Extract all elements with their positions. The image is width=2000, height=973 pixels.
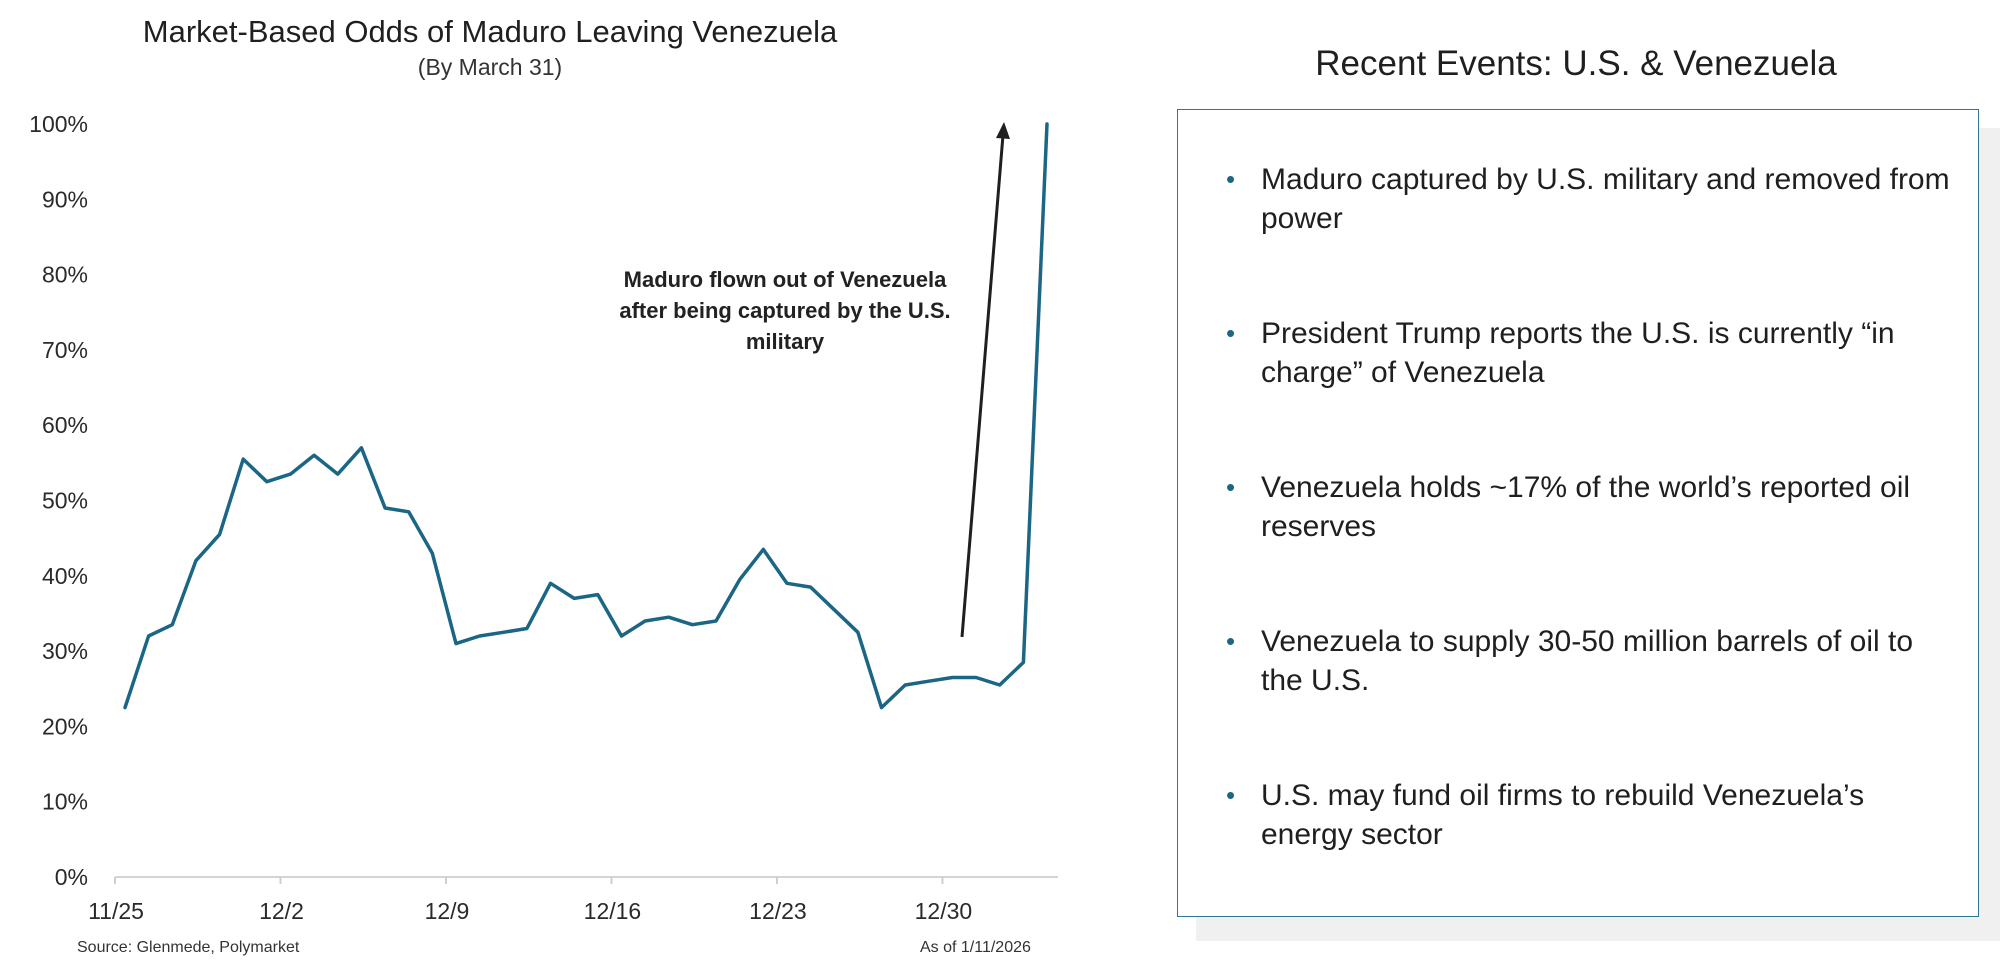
x-tick-label: 12/9: [425, 898, 470, 924]
event-text: Venezuela to supply 30-50 million barrel…: [1261, 625, 1914, 697]
annotation-arrow-line: [960, 134, 1005, 638]
event-text: Maduro captured by U.S. military and rem…: [1261, 163, 1950, 235]
source-note: Source: Glenmede, Polymarket: [77, 939, 300, 956]
bullet-icon: •: [1226, 626, 1236, 656]
x-tick-label: 12/23: [749, 898, 807, 924]
chart-subtitle: (By March 31): [417, 54, 563, 80]
event-item: • Venezuela holds ~17% of the world’s rep…: [1226, 468, 1956, 544]
event-text: Venezuela holds ~17% of the world’s repo…: [1261, 471, 1911, 543]
y-tick-label: 60%: [42, 412, 88, 438]
event-text: U.S. may fund oil firms to rebuild Venez…: [1261, 779, 1865, 851]
event-item: • Maduro captured by U.S. military and re…: [1226, 160, 1956, 236]
x-tick-label: 12/30: [915, 898, 973, 924]
events-panel: • Maduro captured by U.S. military and re…: [1177, 109, 1979, 917]
bullet-icon: •: [1226, 472, 1236, 502]
panel-title: Recent Events: U.S. & Venezuela: [1315, 44, 1837, 83]
y-tick-label: 50%: [42, 488, 88, 514]
as-of-date: As of 1/11/2026: [920, 939, 1031, 956]
y-tick-label: 90%: [42, 186, 88, 212]
bullet-icon: •: [1226, 164, 1236, 194]
x-tick-label: 11/25: [88, 898, 144, 924]
event-text: President Trump reports the U.S. is curr…: [1261, 317, 1895, 389]
y-tick-label: 0%: [55, 864, 88, 890]
event-item: • U.S. may fund oil firms to rebuild Vene…: [1226, 776, 1956, 852]
y-tick-label: 40%: [42, 563, 88, 589]
series-line: [123, 122, 1049, 710]
bullet-icon: •: [1226, 318, 1236, 348]
events-list: • Maduro captured by U.S. military and re…: [1226, 160, 1956, 930]
y-tick-label: 80%: [42, 262, 88, 288]
y-tick-label: 10%: [42, 789, 88, 815]
event-item: • Venezuela to supply 30-50 million barre…: [1226, 622, 1956, 698]
chart-title: Market-Based Odds of Maduro Leaving Vene…: [142, 14, 838, 49]
bullet-icon: •: [1226, 780, 1236, 810]
y-tick-label: 30%: [42, 638, 88, 664]
line-chart: 0% 10% 20% 30% 40% 50% 60% 70% 80% 90% 100% 11/25 12…: [29, 111, 1058, 924]
annotation-arrowhead: [996, 122, 1010, 139]
x-tick-label: 12/2: [259, 898, 304, 924]
y-tick-label: 70%: [42, 337, 88, 363]
y-tick-label: 20%: [42, 713, 88, 739]
x-tick-label: 12/16: [584, 898, 642, 924]
chart-annotation: Maduro flown out of Venezuela after bein…: [619, 267, 951, 354]
event-item: • President Trump reports the U.S. is cur…: [1226, 314, 1956, 390]
y-tick-label: 100%: [29, 111, 88, 137]
